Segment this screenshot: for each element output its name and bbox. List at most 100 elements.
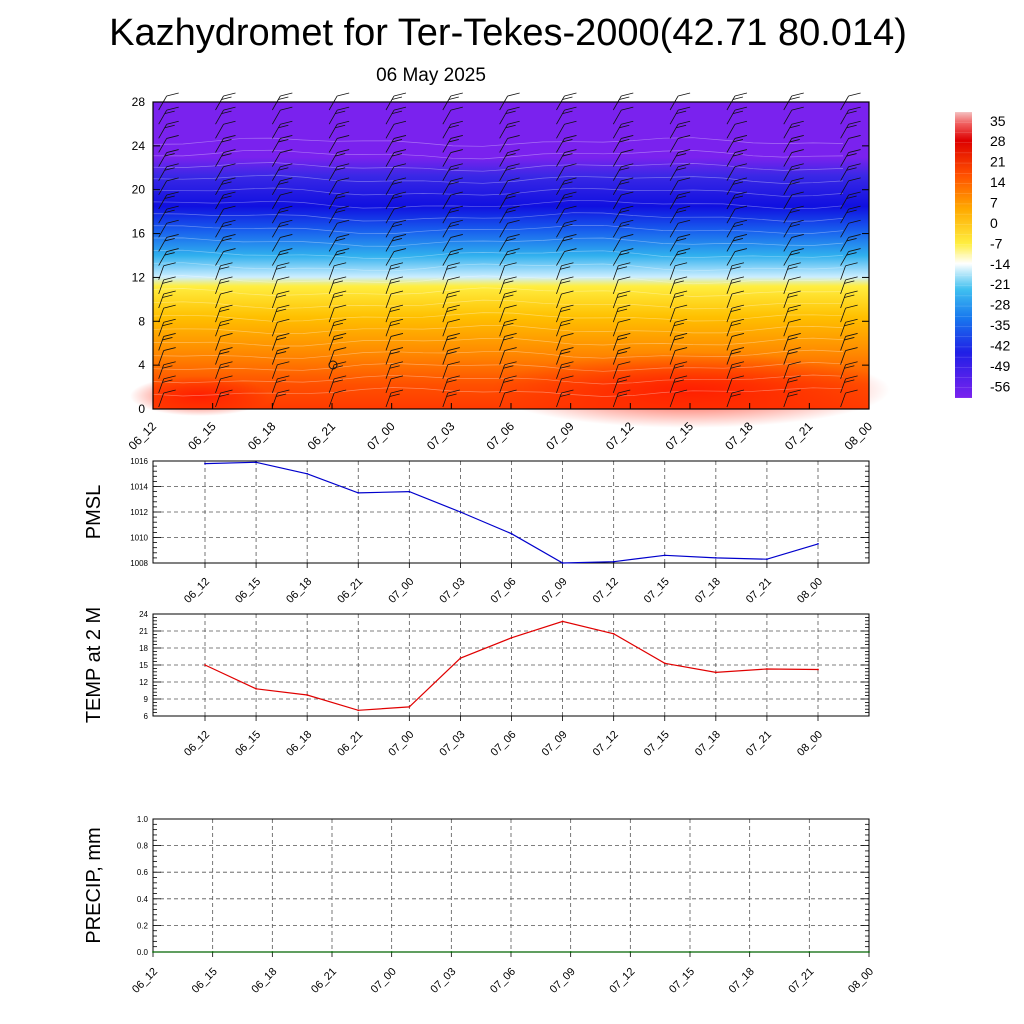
wind-barb — [328, 106, 350, 125]
wind-barb — [271, 163, 293, 181]
wind-barb — [499, 361, 517, 379]
wind-barb — [158, 234, 179, 252]
wind-barb — [158, 92, 179, 111]
wind-barb — [385, 120, 407, 139]
wind-barb — [840, 135, 861, 153]
wind-barb — [669, 191, 691, 210]
wind-barb — [385, 205, 407, 224]
wind-barb — [442, 389, 460, 408]
temp-point — [766, 668, 768, 670]
wind-barb — [783, 276, 801, 294]
wind-barb — [385, 290, 404, 309]
wind-barb — [669, 318, 688, 337]
wind-barb — [612, 262, 631, 280]
wind-barb — [783, 205, 804, 224]
wind-barb — [726, 163, 748, 181]
y-tick-label: 1016 — [130, 457, 148, 466]
wind-barb — [385, 106, 407, 125]
wind-barb — [556, 163, 577, 181]
wind-barb — [328, 318, 347, 337]
wind-barb — [385, 361, 404, 379]
wind-barb — [442, 205, 463, 224]
wind-barb — [385, 92, 407, 111]
wind-barb — [556, 234, 577, 252]
wind-barb — [158, 205, 179, 224]
wind-barb — [669, 276, 688, 294]
wind-barb — [669, 361, 688, 379]
wind-barb — [499, 389, 517, 408]
y-tick-label: 20 — [132, 183, 146, 197]
y-tick-label: 12 — [132, 270, 146, 284]
wind-barb — [158, 333, 176, 351]
y-tick-label: 0.4 — [137, 895, 149, 904]
wind-barb — [612, 248, 634, 266]
x-tick-label: 06_21 — [305, 419, 339, 453]
x-tick-label: 06_15 — [190, 966, 220, 996]
y-tick-label: 1012 — [130, 508, 148, 517]
x-tick-label: 07_00 — [364, 419, 398, 453]
y-tick-label: 1014 — [130, 483, 148, 492]
wind-barb — [726, 347, 745, 365]
x-tick-label: 07_12 — [591, 576, 621, 606]
wind-barb — [556, 290, 574, 309]
wind-barb — [840, 219, 861, 238]
wind-barb — [215, 135, 236, 153]
wind-barb — [271, 361, 290, 379]
wind-barb — [271, 318, 290, 337]
wind-barb — [328, 361, 347, 379]
colorbar-label: -42 — [990, 337, 1010, 353]
x-tick-label: 07_03 — [437, 729, 467, 759]
wind-barb — [840, 234, 861, 252]
wind-barb — [726, 318, 745, 337]
wind-barb — [669, 375, 688, 393]
wind-barb — [328, 375, 347, 393]
wind-barb — [783, 248, 804, 266]
contour-line — [152, 262, 844, 272]
wind-barb — [612, 163, 634, 181]
x-tick-label: 08_00 — [795, 729, 825, 759]
wind-barb — [158, 248, 179, 266]
contour-line — [152, 387, 844, 397]
wind-barb — [783, 135, 804, 153]
wind-barb — [556, 389, 574, 408]
x-tick-label: 06_12 — [126, 419, 160, 453]
wind-barb — [215, 262, 233, 280]
contour-line — [152, 287, 844, 297]
wind-barb — [499, 191, 520, 210]
wind-barb — [215, 304, 233, 323]
temp-point — [612, 632, 615, 635]
x-tick-label: 08_00 — [795, 576, 825, 606]
wind-barb — [726, 333, 745, 351]
wind-barb — [840, 304, 858, 323]
x-tick-label: 07_06 — [489, 576, 519, 606]
temperature-contours — [152, 137, 844, 397]
wind-barb — [840, 191, 861, 210]
precip-axis-title: PRECIP, mm — [83, 827, 105, 943]
pmsl-point — [510, 532, 513, 535]
wind-barb — [612, 389, 631, 408]
contour-line — [152, 299, 844, 310]
y-tick-label: 18 — [139, 644, 148, 653]
x-tick-label: 07_21 — [786, 966, 816, 996]
wind-barb — [840, 290, 858, 309]
wind-barb — [158, 163, 179, 181]
wind-barb — [328, 92, 350, 111]
wind-barb — [385, 163, 407, 181]
wind-barb — [726, 304, 745, 323]
wind-barb — [215, 290, 233, 309]
wind-barb — [556, 304, 574, 323]
wind-barb — [556, 347, 574, 365]
wind-barb — [556, 149, 577, 167]
pmsl-point — [255, 461, 257, 464]
wind-barb — [669, 135, 691, 153]
precip-point — [211, 951, 214, 953]
wind-barb — [556, 361, 574, 379]
colorbar-label: 35 — [990, 113, 1006, 129]
wind-barb — [385, 304, 404, 323]
forecast-date: 06 May 2025 — [376, 65, 486, 86]
wind-barb — [271, 262, 290, 280]
wind-barb — [158, 120, 179, 139]
pmsl-point — [306, 472, 309, 475]
x-tick-label: 07_15 — [642, 729, 672, 759]
wind-barb — [328, 262, 347, 280]
